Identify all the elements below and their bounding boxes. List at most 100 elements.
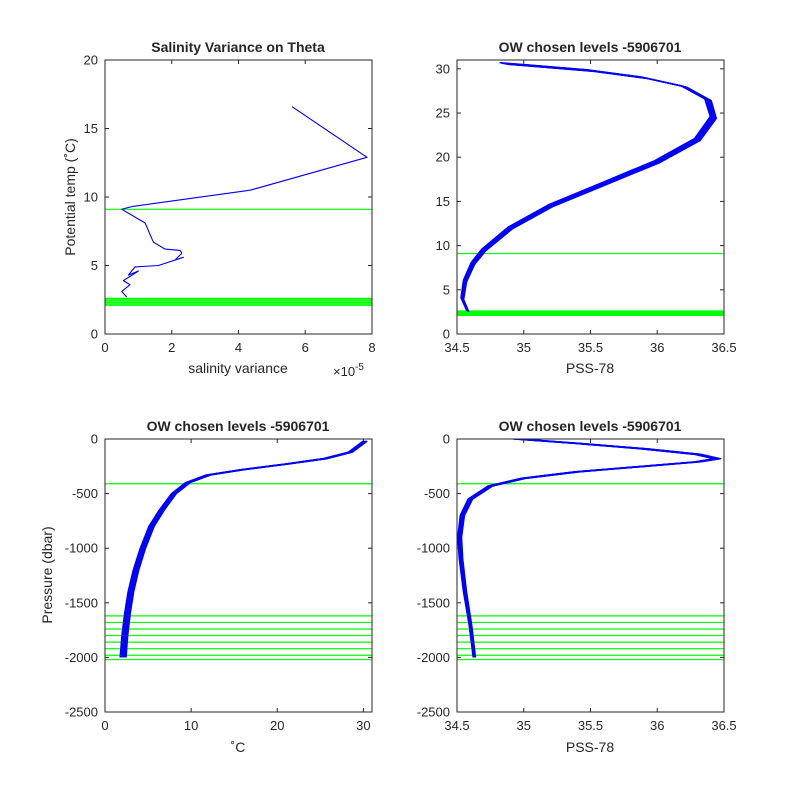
x-tick-label: 4	[235, 340, 242, 355]
x-tick-label: 35	[517, 718, 531, 733]
axes-tl: 0 2 4 6 8 0 5 10 15 20	[84, 53, 376, 356]
x-tick-label: 6	[302, 340, 309, 355]
y-tick-label: -2000	[65, 650, 98, 665]
y-tick-label: -500	[424, 486, 450, 501]
x-tick-label: 35	[517, 340, 531, 355]
profile-line	[460, 62, 712, 311]
y-axis-label: Pressure (dbar)	[39, 526, 55, 623]
plot-area	[457, 439, 724, 661]
profile-line	[461, 62, 713, 311]
profile-line	[463, 63, 718, 313]
x-exponent-base: ×10	[333, 364, 355, 379]
profile-line	[461, 62, 714, 312]
x-axis-label: ˚C	[231, 739, 246, 755]
profile-line	[124, 440, 367, 658]
variance-profile-line	[121, 106, 368, 298]
y-tick-label: -2500	[65, 705, 98, 720]
profile-line	[119, 440, 364, 658]
x-tick-label: 36	[650, 340, 664, 355]
y-tick-label: 20	[436, 150, 450, 165]
profile-line	[119, 440, 364, 658]
x-tick-label: 0	[101, 340, 108, 355]
profile-line	[460, 439, 722, 658]
y-tick-label: 10	[84, 190, 98, 205]
profile-line	[124, 440, 368, 658]
y-tick-label: -2000	[417, 650, 450, 665]
y-tick-label: 30	[436, 61, 450, 76]
panel-salinity-pressure: OW chosen levels -5906701 PSS-78	[499, 418, 682, 755]
axes-tr: 34.5 35 35.5 36 36.5 0 5 10 15 20 25 30	[436, 59, 737, 355]
x-tick-label: 34.5	[444, 718, 469, 733]
profile-line	[121, 440, 365, 658]
x-exponent-power: -5	[355, 362, 364, 373]
x-axis-label: salinity variance	[188, 360, 288, 376]
panel-salinity-variance: Salinity Variance on Theta salinity vari…	[62, 39, 364, 379]
axes-br: 34.5 35 35.5 36 36.5 -2500 -2000 -1500 -1000 -500…	[417, 432, 737, 734]
panel-temperature-pressure: OW chosen levels -5906701 ˚C Pressure (d…	[39, 418, 330, 755]
y-tick-label: 0	[443, 432, 450, 447]
y-tick-label: 20	[84, 53, 98, 68]
profile-line	[459, 439, 719, 658]
x-tick-label: 8	[368, 340, 375, 355]
x-exponent-label: ×10-5	[333, 362, 364, 379]
x-tick-label: 0	[101, 718, 108, 733]
profile-line	[461, 62, 715, 312]
panel-title: OW chosen levels -5906701	[499, 418, 682, 434]
profile-line	[460, 439, 721, 658]
x-axis-label: PSS-78	[566, 360, 614, 376]
x-axis-label: PSS-78	[566, 739, 614, 755]
profile-line	[122, 440, 366, 658]
plot-area	[457, 61, 724, 317]
profile-line	[460, 61, 711, 311]
x-tick-label: 10	[184, 718, 198, 733]
x-tick-label: 2	[168, 340, 175, 355]
y-tick-label: 15	[436, 194, 450, 209]
x-tick-label: 30	[356, 718, 370, 733]
panel-title: OW chosen levels -5906701	[499, 39, 682, 55]
x-tick-label: 35.5	[578, 340, 603, 355]
y-tick-label: 15	[84, 121, 98, 136]
y-tick-label: 5	[91, 258, 98, 273]
y-tick-label: 10	[436, 238, 450, 253]
profile-line	[460, 439, 721, 658]
axes-box	[104, 438, 373, 713]
y-tick-label: -1500	[65, 595, 98, 610]
x-tick-label: 36	[650, 718, 664, 733]
profile-line	[459, 439, 720, 658]
x-tick-label: 36.5	[711, 340, 736, 355]
y-tick-label: 0	[443, 327, 450, 342]
profile-line	[123, 440, 367, 658]
panel-salinity-theta: OW chosen levels -5906701 PSS-78	[499, 39, 682, 376]
axes-box	[104, 59, 373, 335]
profile-line	[125, 440, 368, 658]
panel-title: Salinity Variance on Theta	[151, 39, 325, 55]
profile-line	[459, 439, 719, 658]
profile-line	[120, 440, 365, 658]
y-tick-label: 0	[91, 432, 98, 447]
y-tick-label: -1000	[417, 541, 450, 556]
plot-area	[105, 440, 372, 661]
y-tick-label: 0	[91, 327, 98, 342]
x-tick-label: 35.5	[578, 718, 603, 733]
profile-line	[460, 62, 712, 311]
profile-line	[122, 440, 366, 658]
y-tick-label: -500	[72, 486, 98, 501]
x-tick-label: 36.5	[711, 718, 736, 733]
x-tick-label: 20	[270, 718, 284, 733]
y-tick-label: -1000	[65, 541, 98, 556]
profile-line	[461, 62, 714, 312]
x-tick-label: 34.5	[444, 340, 469, 355]
plot-area	[105, 106, 372, 306]
panel-title: OW chosen levels -5906701	[147, 418, 330, 434]
y-tick-label: 5	[443, 282, 450, 297]
profile-line	[123, 440, 367, 658]
y-axis-label: Potential temp (˚C)	[62, 138, 78, 255]
axes-box	[456, 438, 725, 713]
y-tick-label: -1500	[417, 595, 450, 610]
y-tick-label: 25	[436, 106, 450, 121]
y-tick-label: -2500	[417, 705, 450, 720]
profile-line	[121, 440, 365, 658]
axes-box	[456, 59, 725, 335]
